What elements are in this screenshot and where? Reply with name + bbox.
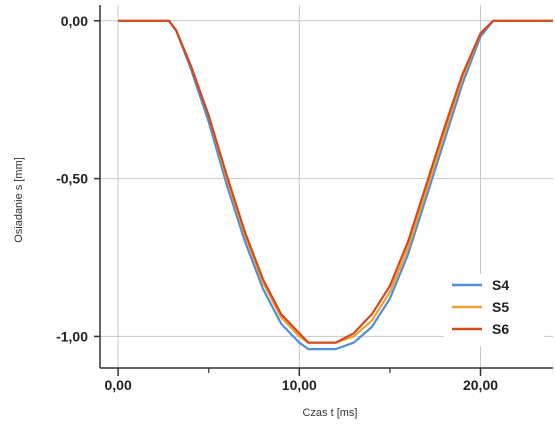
series-line-s4 xyxy=(118,19,553,351)
y-axis-label: Osiadanie s [mm] xyxy=(13,157,25,243)
legend-label-s5: S5 xyxy=(492,299,509,315)
y-tick-label-1: -0,50 xyxy=(56,171,88,187)
ticks: 0,00 -0,50 -1,00 0,00 10,00 20,00 xyxy=(56,13,498,393)
y-tick-label-0: 0,00 xyxy=(61,13,88,29)
series-line-s6 xyxy=(118,19,553,344)
grid xyxy=(100,5,553,368)
x-tick-label-1: 10,00 xyxy=(282,377,317,393)
x-tick-label-2: 20,00 xyxy=(463,377,498,393)
legend-label-s6: S6 xyxy=(492,321,509,337)
series-group xyxy=(118,19,553,351)
x-axis-label: Czas t [ms] xyxy=(302,407,357,419)
x-tick-label-0: 0,00 xyxy=(104,377,131,393)
legend: S4 S5 S6 xyxy=(444,274,544,346)
legend-label-s4: S4 xyxy=(492,277,509,293)
axes xyxy=(99,5,553,369)
y-tick-label-2: -1,00 xyxy=(56,328,88,344)
